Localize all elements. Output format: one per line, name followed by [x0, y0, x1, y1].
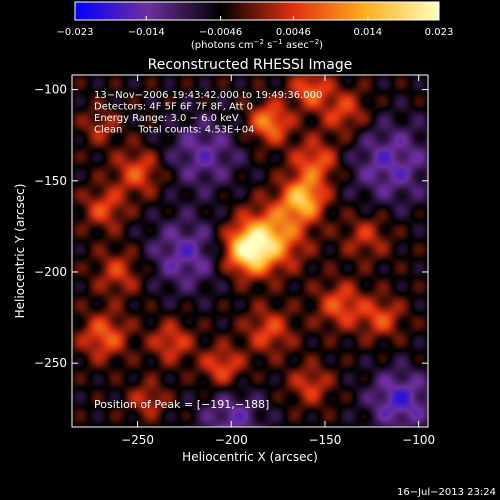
info-line: Energy Range: 3.0 − 6.0 keV: [94, 113, 239, 124]
colorbar-tick-label: −0.0046: [199, 27, 242, 38]
y-axis: −250 −200 −150 −100: [34, 83, 428, 370]
colorbar-tick-label: 0.023: [425, 27, 454, 38]
colorbar-tick-label: −0.014: [128, 27, 165, 38]
y-tick-label: −200: [34, 265, 67, 279]
info-line: 13−Nov−2006 19:43:42.000 to 19:49:36.000: [94, 90, 322, 101]
info-line: Clean Total counts: 4.53E+04: [94, 125, 254, 136]
heatmap-image-holder: [72, 75, 428, 427]
x-tick-label: −200: [215, 433, 248, 447]
colorbar-gradient: [74, 1, 440, 21]
colorbar-ticks: −0.023 −0.014 −0.0046 0.0046 0.014 0.023: [56, 16, 453, 38]
colorbar-tick-label: 0.014: [353, 27, 382, 38]
peak-position-label: Position of Peak = [−191,−188]: [94, 398, 269, 411]
x-tick-label: −150: [308, 433, 341, 447]
colorbar-tick-label: 0.0046: [276, 27, 311, 38]
colorbar-unit-label: (photons cm−2 s−1 asec−2): [191, 38, 323, 51]
heatmap-image: [72, 75, 428, 427]
x-tick-label: −100: [402, 433, 435, 447]
colorbar: −0.023 −0.014 −0.0046 0.0046 0.014 0.023 (pho…: [56, 1, 453, 51]
plot-frame: [71, 74, 429, 428]
x-axis: −250 −200 −150 −100: [121, 75, 435, 447]
y-tick-label: −250: [34, 356, 67, 370]
x-axis-label: Heliocentric X (arcsec): [182, 450, 318, 464]
colorbar-tick-label: −0.023: [56, 27, 93, 38]
footer-date: 16−Jul−2013 23:24: [397, 487, 496, 498]
y-tick-label: −100: [34, 83, 67, 97]
x-tick-label: −250: [121, 433, 154, 447]
chart-title: Reconstructed RHESSI Image: [148, 57, 353, 73]
y-tick-label: −150: [34, 174, 67, 188]
y-axis-label: Heliocentric Y (arcsec): [13, 184, 27, 319]
observation-info: 13−Nov−2006 19:43:42.000 to 19:49:36.000…: [94, 90, 322, 136]
info-line: Detectors: 4F 5F 6F 7F 8F, Att 0: [94, 102, 253, 113]
